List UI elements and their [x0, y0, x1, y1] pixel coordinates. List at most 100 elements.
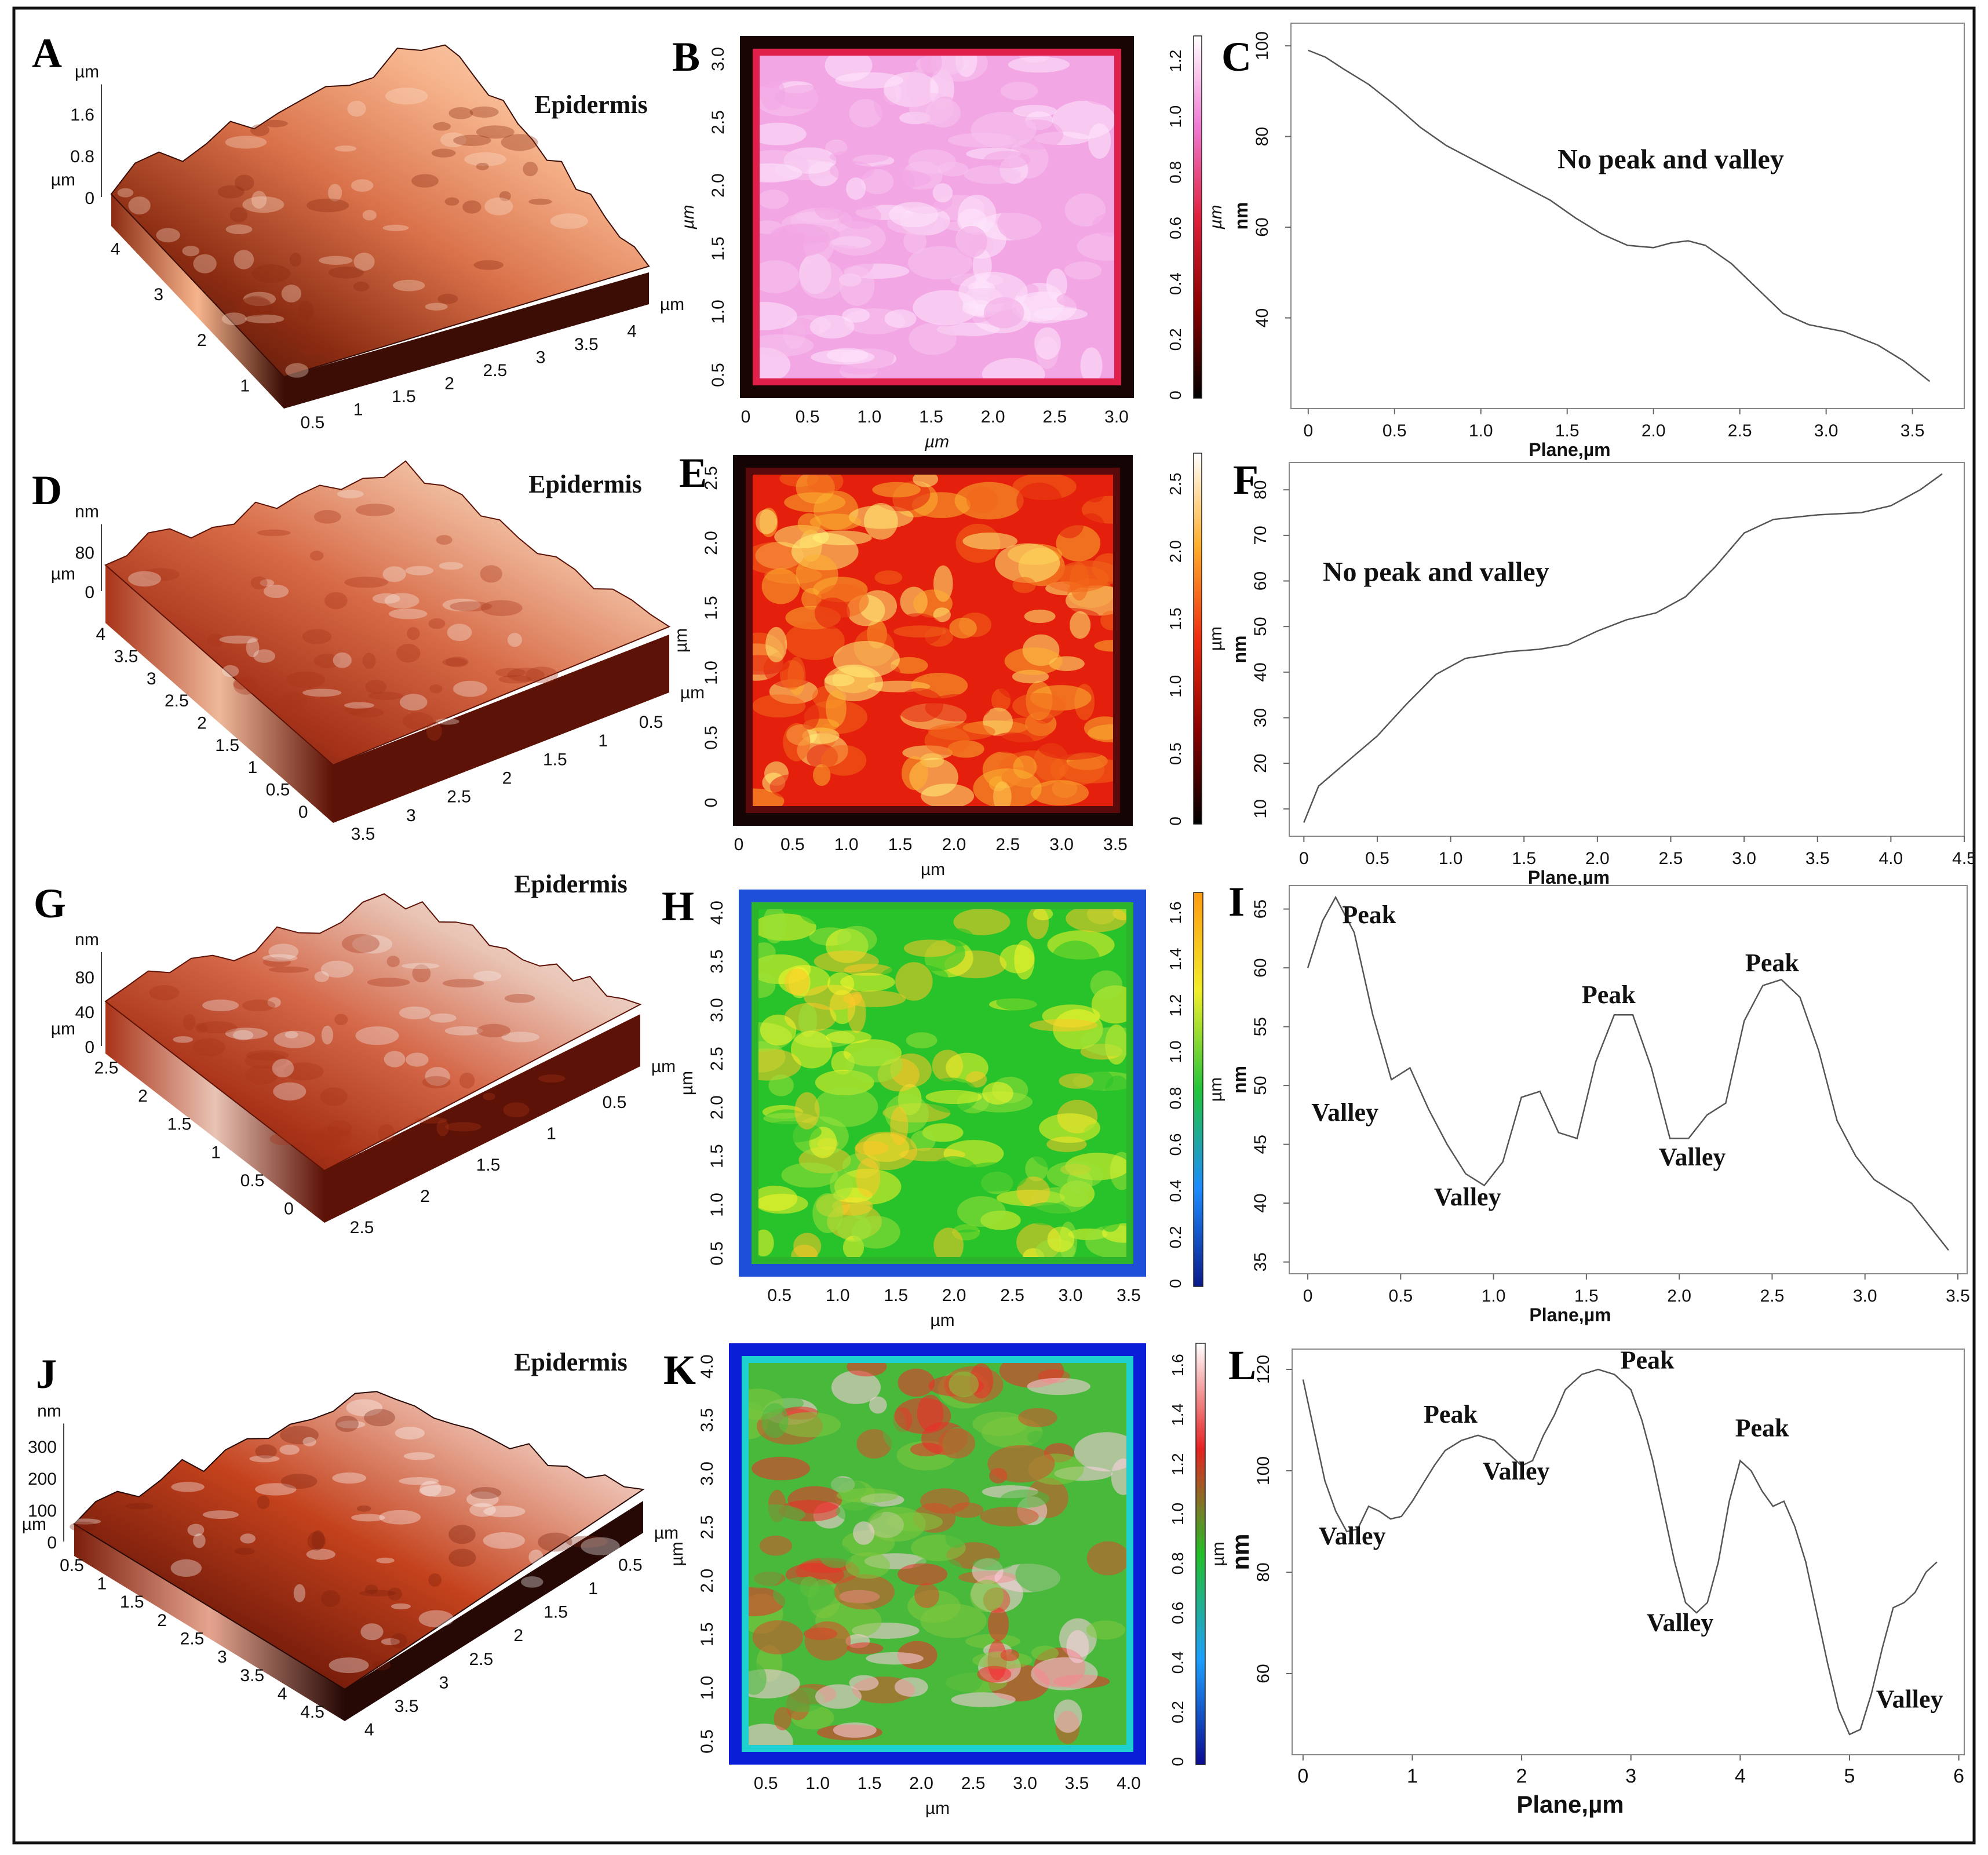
x-tick-label: 3.5	[1805, 849, 1830, 868]
side-tick-label: 2	[197, 714, 207, 733]
side-tick-label: 3	[147, 669, 156, 688]
map-blob	[779, 1412, 841, 1438]
map-blob	[997, 205, 1055, 243]
surface-texture	[407, 627, 420, 640]
colorbar-tick: 1.0	[1169, 1503, 1187, 1525]
surface-title: Epidermis	[534, 90, 648, 119]
map-blob	[1059, 1073, 1094, 1089]
map-blob	[858, 164, 915, 198]
surface-left-wall	[111, 194, 284, 409]
surface-texture	[382, 566, 406, 582]
map-y-tick: 0.5	[709, 363, 728, 387]
map-y-tick: 2.0	[702, 531, 721, 555]
map-blob	[763, 909, 787, 943]
map-blob	[753, 694, 806, 718]
map-blob	[928, 723, 995, 741]
map-blob	[760, 163, 803, 183]
map-y-tick: 1.5	[709, 236, 728, 261]
map-blob	[1016, 482, 1062, 520]
x-tick-label: 3.0	[1853, 1287, 1877, 1306]
map-blob	[761, 1403, 789, 1438]
map-blob	[819, 1543, 852, 1569]
surface-texture	[365, 679, 387, 694]
map-blob	[784, 492, 846, 513]
surface-texture	[337, 490, 364, 498]
map-blob	[925, 1089, 982, 1105]
map-blob	[982, 1082, 1013, 1105]
map-blob	[902, 756, 928, 790]
surface-top	[104, 893, 642, 1172]
surface-texture	[355, 504, 395, 516]
surface-texture	[269, 1132, 300, 1146]
surface-texture	[306, 198, 349, 213]
colorbar-tick: 0	[1169, 1757, 1187, 1766]
map-blob	[787, 1486, 842, 1514]
side-tick-label: 2.5	[180, 1630, 205, 1649]
x-tick-label: 4	[1735, 1765, 1746, 1787]
front-tick-label: 2.5	[483, 361, 508, 380]
y-tick-label: 40	[1253, 308, 1272, 327]
surface-texture	[453, 680, 487, 697]
surface-texture	[273, 1082, 307, 1101]
surface-texture	[302, 629, 332, 644]
map-y-tick: 3.0	[709, 47, 728, 71]
surface-texture	[402, 712, 434, 730]
surface-texture	[418, 1610, 454, 1628]
map-blob	[796, 554, 838, 595]
surface-texture	[399, 1006, 431, 1019]
surface-top	[110, 44, 650, 378]
colorbar	[1193, 453, 1202, 825]
surface-texture	[484, 197, 513, 216]
surface-texture	[503, 1102, 530, 1118]
x-tick-label: 0.5	[1383, 421, 1407, 440]
peak-valley-annotation: Peak	[1424, 1400, 1478, 1428]
surface-texture	[233, 678, 250, 690]
surface-texture	[473, 971, 502, 982]
map-blob	[933, 1227, 964, 1257]
map-blob	[785, 622, 845, 660]
surface-texture	[257, 529, 291, 537]
map-blob	[909, 323, 957, 355]
panel-letter-l: L	[1228, 1342, 1256, 1388]
x-tick-label: 5	[1844, 1765, 1855, 1787]
surface-texture	[483, 1092, 495, 1100]
profile-line	[1307, 895, 1949, 1251]
surface-texture	[384, 593, 420, 608]
surface-texture	[355, 1026, 399, 1045]
surface-texture	[320, 1087, 348, 1106]
surface-texture	[445, 1122, 482, 1132]
colorbar-tick: 0.2	[1166, 1226, 1184, 1249]
map-blob	[774, 1707, 791, 1730]
surface-title: Epidermis	[528, 470, 642, 498]
height-map-panel-k: 0.5 1.0 1.5 2.0 2.5 3.0 3.5 4.0 µm 0.5 1.0 1.5 2.0 2.…	[667, 1343, 1228, 1818]
surface-texture	[528, 198, 552, 205]
colorbar-tick: 1.6	[1166, 902, 1184, 924]
map-blob	[798, 1003, 818, 1037]
map-blob	[836, 1488, 899, 1503]
map-blob	[1090, 970, 1123, 1000]
map-blob	[864, 503, 898, 540]
y-tick-label: 45	[1251, 1135, 1270, 1154]
surface-texture	[222, 665, 239, 677]
surface-texture	[195, 1023, 208, 1033]
surface-texture	[480, 565, 502, 583]
y-tick-label: 20	[1251, 753, 1270, 772]
surface-texture	[498, 675, 532, 684]
surface-texture	[202, 999, 239, 1011]
surface-texture	[302, 688, 342, 697]
peak-valley-annotation: Peak	[1621, 1346, 1675, 1374]
y-tick-label: 50	[1251, 617, 1270, 636]
surface-texture	[267, 997, 281, 1008]
z-axis-unit: µm	[51, 1019, 75, 1038]
map-blob	[951, 1692, 1016, 1707]
map-blob	[973, 768, 1042, 806]
map-blob	[826, 690, 847, 727]
surface-texture	[280, 1426, 319, 1445]
y-tick-label: 60	[1251, 571, 1270, 591]
x-tick-label: 2.0	[1667, 1287, 1691, 1306]
surface-texture	[197, 1021, 238, 1034]
map-blob	[1105, 1075, 1126, 1105]
front-tick-label: 0.5	[639, 713, 663, 732]
surface-texture	[328, 184, 342, 202]
map-y-tick: 1.0	[707, 1193, 727, 1217]
